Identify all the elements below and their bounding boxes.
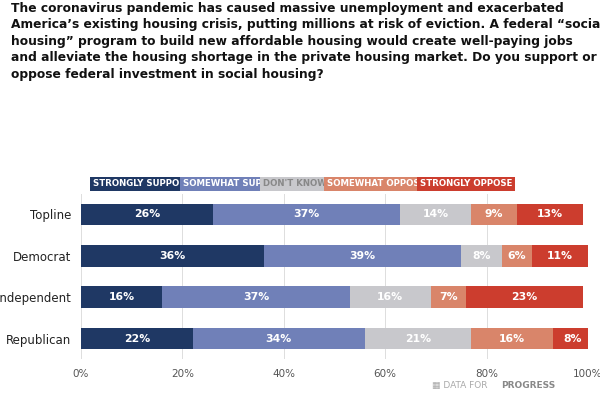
Text: STRONGLY OPPOSE: STRONGLY OPPOSE [420, 179, 512, 188]
Bar [81, 245, 263, 267]
Text: 22%: 22% [124, 334, 150, 344]
Text: 37%: 37% [243, 292, 269, 302]
Bar [532, 245, 588, 267]
Bar [81, 328, 193, 350]
Text: 8%: 8% [563, 334, 582, 344]
Bar [263, 245, 461, 267]
Text: 11%: 11% [547, 251, 573, 261]
Bar [502, 245, 532, 267]
Text: SOMEWHAT SUPPORT: SOMEWHAT SUPPORT [183, 179, 287, 188]
Text: STRONGLY SUPPORT: STRONGLY SUPPORT [93, 179, 191, 188]
Text: 26%: 26% [134, 209, 160, 219]
Text: 14%: 14% [423, 209, 449, 219]
Text: 16%: 16% [377, 292, 403, 302]
Text: 37%: 37% [293, 209, 320, 219]
Bar [162, 286, 350, 308]
Bar [193, 328, 365, 350]
Bar [431, 286, 466, 308]
Text: DON'T KNOW: DON'T KNOW [263, 179, 326, 188]
Text: 13%: 13% [537, 209, 563, 219]
Bar [365, 328, 472, 350]
Bar [213, 203, 400, 225]
Text: PROGRESS: PROGRESS [501, 381, 555, 390]
Bar [466, 286, 583, 308]
Bar [400, 203, 472, 225]
Bar [461, 245, 502, 267]
Text: 7%: 7% [439, 292, 458, 302]
Text: 16%: 16% [109, 292, 134, 302]
Text: 23%: 23% [511, 292, 538, 302]
Bar [81, 286, 162, 308]
Text: ▦ DATA FOR: ▦ DATA FOR [432, 381, 490, 390]
Text: 9%: 9% [485, 209, 503, 219]
Text: 34%: 34% [266, 334, 292, 344]
Text: 36%: 36% [159, 251, 185, 261]
Bar [350, 286, 431, 308]
Text: 8%: 8% [472, 251, 491, 261]
Bar [517, 203, 583, 225]
Text: The coronavirus pandemic has caused massive unemployment and exacerbated
America: The coronavirus pandemic has caused mass… [11, 2, 600, 81]
Text: 16%: 16% [499, 334, 525, 344]
Bar [472, 328, 553, 350]
Text: 39%: 39% [349, 251, 376, 261]
Bar [81, 203, 213, 225]
Bar [553, 328, 593, 350]
Text: SOMEWHAT OPPOSE: SOMEWHAT OPPOSE [327, 179, 425, 188]
Bar [472, 203, 517, 225]
Text: 6%: 6% [508, 251, 526, 261]
Text: 21%: 21% [405, 334, 431, 344]
